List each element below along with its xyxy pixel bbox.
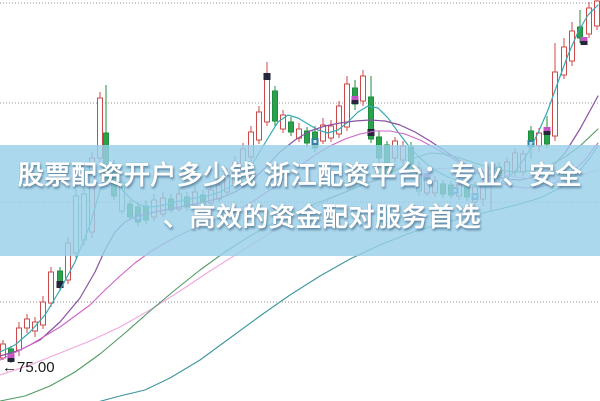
sell-badge bbox=[351, 96, 359, 104]
candle bbox=[352, 80, 358, 110]
sell-badge bbox=[367, 129, 375, 136]
candle bbox=[280, 110, 286, 133]
candle bbox=[594, 0, 600, 30]
buy-badge bbox=[527, 140, 535, 147]
sell-badge bbox=[543, 127, 551, 135]
candle bbox=[48, 267, 54, 307]
sell-badge bbox=[580, 37, 588, 45]
candle bbox=[569, 22, 575, 66]
candle bbox=[256, 106, 262, 144]
sell-badge bbox=[7, 354, 15, 362]
candle bbox=[586, 2, 592, 38]
candle bbox=[304, 127, 310, 147]
headline-line-1: 股票配资开户多少钱 浙江配资平台：专业、安全 bbox=[17, 160, 583, 190]
headline-line-2: 、高效的资金配对服务首选 bbox=[162, 202, 481, 232]
sell-badge bbox=[263, 73, 271, 80]
candle bbox=[40, 296, 46, 329]
candle bbox=[561, 38, 567, 79]
candle bbox=[288, 117, 294, 136]
candle bbox=[272, 86, 278, 126]
sell-badge bbox=[56, 281, 64, 288]
buy-badge bbox=[311, 138, 319, 145]
headline-banner: 股票配资开户多少钱 浙江配资平台：专业、安全 、高效的资金配对服务首选 bbox=[0, 145, 600, 256]
candle bbox=[24, 314, 30, 333]
candle bbox=[336, 101, 342, 138]
candle bbox=[264, 62, 270, 126]
price-marker-label: ←75.00 bbox=[2, 359, 55, 376]
candle bbox=[360, 70, 366, 106]
